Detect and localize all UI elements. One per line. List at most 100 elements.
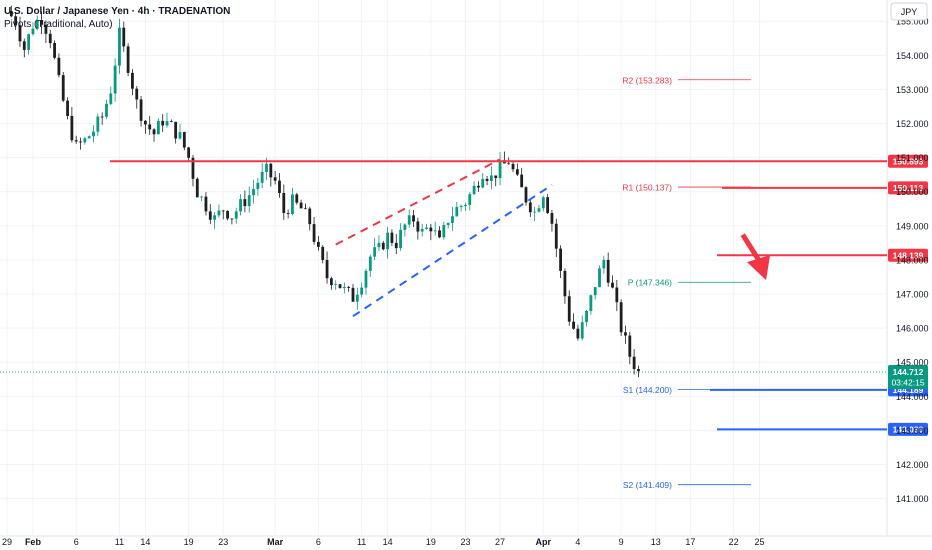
price-tick-label: 141.000 — [896, 494, 929, 504]
candle-body — [169, 121, 173, 122]
candle-body — [96, 116, 100, 132]
candle-body — [109, 93, 113, 104]
candle-body — [407, 215, 411, 225]
time-tick-label: 19 — [184, 537, 194, 547]
candle-body — [606, 259, 610, 283]
currency-button-label: JPY — [901, 7, 918, 17]
candle-body — [464, 204, 467, 206]
level-price-tag — [888, 422, 928, 436]
price-tick-label: 149.000 — [896, 221, 929, 231]
candle-body — [472, 185, 476, 195]
candle-body — [576, 328, 580, 339]
time-tick-label: 6 — [74, 537, 79, 547]
candle-body — [541, 197, 545, 209]
candle-body — [498, 160, 502, 179]
candle-body — [528, 202, 532, 213]
time-tick-label: Mar — [267, 537, 284, 547]
candle-body — [533, 211, 537, 213]
level-price-tag — [888, 181, 928, 195]
candle-body — [403, 224, 407, 230]
candle-body — [329, 278, 333, 286]
candle-body — [386, 232, 389, 250]
candle-body — [390, 232, 394, 243]
candle-body — [429, 227, 433, 232]
candle-body — [92, 131, 95, 137]
candle-body — [494, 175, 498, 179]
candle-body — [87, 136, 91, 139]
arrow-head — [747, 255, 771, 281]
candle-body — [40, 20, 43, 25]
price-tick-label: 146.000 — [896, 324, 929, 334]
candle-body — [278, 180, 281, 193]
candle-body — [187, 147, 191, 158]
candle-body — [611, 282, 614, 288]
candle-body — [182, 132, 186, 148]
candle-body — [247, 195, 251, 207]
candle-body — [113, 65, 117, 94]
price-tick-label: 153.000 — [896, 85, 929, 95]
candle-body — [459, 205, 463, 208]
candle-body — [165, 121, 169, 126]
candle-body — [156, 120, 160, 135]
horizontal-levels[interactable]: 150.893 150.113 148.139 144.189 143.030 — [110, 154, 928, 436]
candle-body — [27, 34, 31, 50]
candle-body — [377, 242, 381, 248]
candle-body — [373, 247, 377, 257]
candle-body — [477, 185, 480, 188]
candle-body — [567, 296, 571, 322]
candle-body — [537, 208, 541, 212]
candle-body — [221, 210, 225, 212]
candle-body — [66, 100, 69, 116]
candle-body — [295, 194, 299, 203]
time-axis[interactable]: 29 Feb 6 11 14 19 23 Mar 6 11 14 19 23 27 Apr 4 9 13 17 22 2… — [2, 537, 765, 547]
price-tick-label: 142.000 — [896, 460, 929, 470]
candle-body — [468, 194, 472, 205]
candle-body — [507, 163, 511, 165]
price-axis[interactable]: 141.000 142.000 143.000 144.000 145.000 146.0… — [896, 17, 929, 504]
current-price-label: 144.712 — [893, 367, 924, 377]
candle-body — [234, 211, 238, 219]
candle-body — [585, 310, 588, 323]
candle-body — [260, 171, 264, 183]
candle-body — [70, 115, 74, 141]
pivot-label-r1: R1 (150.137) — [622, 183, 672, 193]
candle-body — [208, 211, 212, 220]
candle-body — [286, 213, 290, 214]
channel-lower-line — [352, 184, 553, 318]
currency-button[interactable] — [890, 2, 928, 21]
candle-body — [351, 287, 355, 302]
price-tick-label: 154.000 — [896, 51, 929, 61]
time-tick-label: Feb — [25, 537, 42, 547]
candle-body — [433, 230, 437, 232]
candle-body — [490, 175, 493, 181]
candle-body — [105, 103, 108, 117]
candle-body — [632, 356, 636, 369]
candle-body — [31, 28, 35, 35]
time-tick-label: 27 — [495, 537, 505, 547]
candlestick-series — [9, 5, 640, 378]
candle-body — [338, 284, 342, 289]
candle-body — [174, 121, 178, 139]
candle-body — [152, 129, 156, 135]
price-tick-label: 145.000 — [896, 358, 929, 368]
candle-body — [515, 169, 519, 175]
candle-body — [161, 120, 165, 126]
candle-body — [546, 197, 550, 214]
candle-body — [399, 229, 402, 249]
level-price-tag — [888, 248, 928, 262]
candle-body — [57, 57, 61, 76]
candle-body — [122, 27, 126, 47]
time-tick-label: 11 — [115, 537, 124, 547]
candle-body — [334, 284, 338, 286]
candle-body — [580, 322, 584, 339]
time-tick-label: 23 — [218, 537, 228, 547]
time-tick-label: 11 — [357, 537, 366, 547]
candle-body — [593, 287, 597, 296]
arrow-shaft — [740, 233, 763, 264]
candle-body — [304, 208, 307, 210]
candle-body — [126, 46, 130, 73]
candle-body — [226, 210, 229, 219]
candle-body — [416, 221, 420, 232]
candle-body — [598, 268, 601, 288]
